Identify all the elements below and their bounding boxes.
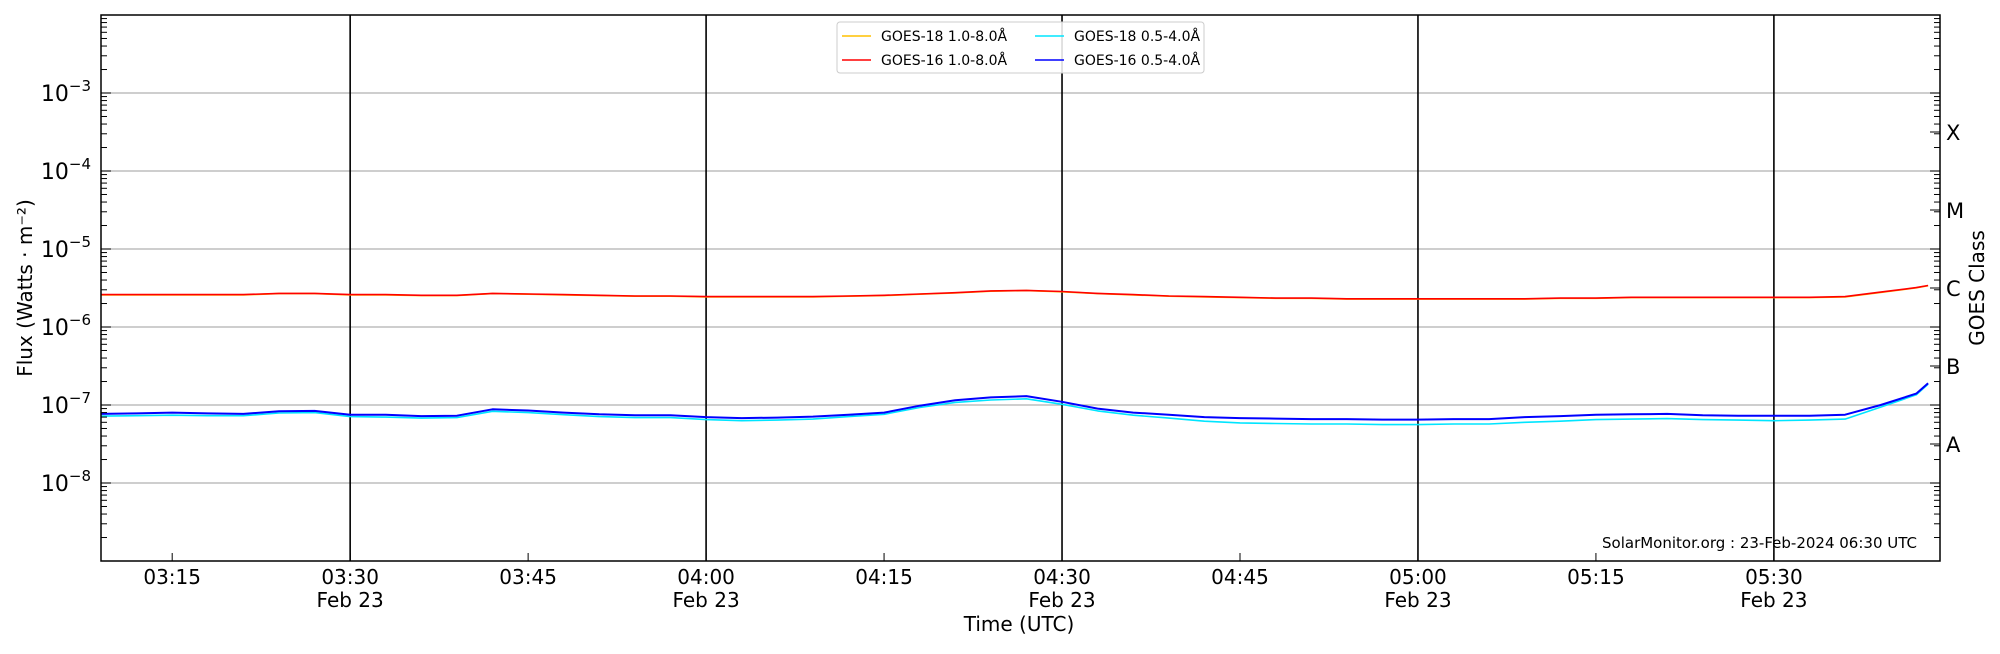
x-tick-date-label: Feb 23 xyxy=(317,588,384,612)
y-tick-label: 10−4 xyxy=(41,155,91,185)
goes-class-label: M xyxy=(1946,199,1964,223)
x-tick-date-label: Feb 23 xyxy=(1740,588,1807,612)
y-tick-label: 10−6 xyxy=(41,311,91,341)
goes-class-label: A xyxy=(1946,433,1961,457)
y-tick-label: 10−7 xyxy=(41,389,91,419)
legend-entry: GOES-18 0.5-4.0Å xyxy=(1074,28,1200,45)
x-tick-label: 05:15 xyxy=(1567,565,1625,589)
x-tick-label: 04:30 xyxy=(1033,565,1091,589)
grid xyxy=(101,15,1940,561)
y-tick-label: 10−5 xyxy=(41,233,91,263)
series-line-goes-16-1-0-8-0- xyxy=(101,284,1929,300)
legend-entry: GOES-16 0.5-4.0Å xyxy=(1074,52,1200,69)
x-tick-label: 04:00 xyxy=(677,565,735,589)
x-tick-label: 05:30 xyxy=(1745,565,1803,589)
series-line-goes-16-0-5-4-0- xyxy=(100,382,1929,421)
x-tick-date-label: Feb 23 xyxy=(1384,588,1451,612)
goes-class-label: C xyxy=(1946,277,1961,301)
legend-entry: GOES-16 1.0-8.0Å xyxy=(881,52,1007,69)
legend-entry: GOES-18 1.0-8.0Å xyxy=(881,28,1007,45)
y-axis-label: Flux (Watts · m⁻²) xyxy=(13,199,37,377)
annotation: SolarMonitor.org : 23-Feb-2024 06:30 UTC xyxy=(1602,534,1917,552)
x-tick-label: 05:00 xyxy=(1389,565,1447,589)
series-lines xyxy=(100,284,1929,426)
y-tick-label: 10−3 xyxy=(41,77,91,107)
x-tick-date-label: Feb 23 xyxy=(1028,588,1095,612)
x-tick-label: 04:15 xyxy=(855,565,913,589)
legend: GOES-18 1.0-8.0Å GOES-16 1.0-8.0Å GOES-18 … xyxy=(836,21,1205,74)
goes-class-label: B xyxy=(1946,355,1960,379)
x-tick-date-label: Feb 23 xyxy=(672,588,739,612)
x-tick-label: 03:15 xyxy=(143,565,201,589)
goes-class-label: X xyxy=(1946,121,1960,145)
y2-axis-label: GOES Class xyxy=(1965,230,1989,346)
y-tick-label: 10−8 xyxy=(41,467,91,497)
x-tick-label: 03:30 xyxy=(321,565,379,589)
x-axis-label: Time (UTC) xyxy=(963,612,1075,636)
x-tick-label: 04:45 xyxy=(1211,565,1269,589)
x-tick-label: 03:45 xyxy=(499,565,557,589)
series-line-goes-18-0-5-4-0- xyxy=(100,383,1929,426)
legend-box xyxy=(836,21,1205,74)
